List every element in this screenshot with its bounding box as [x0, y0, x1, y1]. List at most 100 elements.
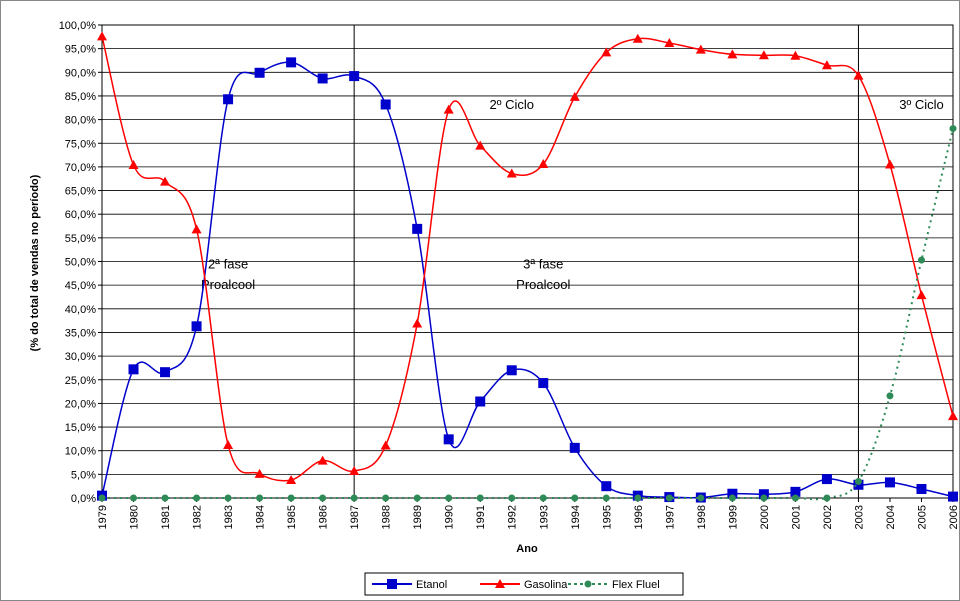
- x-tick-label: 1992: [507, 505, 519, 529]
- data-point: [286, 475, 297, 485]
- data-point: [350, 494, 358, 502]
- data-point: [443, 434, 454, 445]
- y-tick-label: 0,0%: [71, 493, 96, 505]
- phase-annotation: Proalcool: [516, 277, 570, 292]
- y-axis-title: (% do total de vendas no período): [29, 174, 41, 351]
- y-tick-label: 5,0%: [71, 469, 96, 481]
- y-tick-label: 90,0%: [65, 67, 96, 79]
- data-point: [727, 49, 738, 59]
- x-tick-label: 1984: [255, 505, 267, 529]
- plot-area: 0,0% 5,0% 10,0% 15,0% 20,0% 25,0% 30,0% 35,0% 40…: [59, 20, 960, 529]
- data-point: [632, 33, 643, 43]
- data-point: [884, 477, 895, 488]
- data-point: [128, 364, 139, 375]
- data-point: [884, 159, 895, 169]
- data-point: [382, 494, 390, 502]
- data-point: [443, 104, 454, 114]
- data-point: [948, 411, 958, 421]
- y-tick-label: 35,0%: [65, 327, 96, 339]
- data-point: [128, 160, 139, 170]
- y-tick-label: 55,0%: [65, 233, 96, 245]
- y-tick-label: 80,0%: [65, 115, 96, 127]
- data-point: [854, 477, 862, 485]
- data-point: [695, 44, 706, 54]
- legend-swatch-marker: [584, 580, 592, 588]
- data-point: [287, 494, 295, 502]
- x-tick-label: 1993: [538, 505, 550, 529]
- legend-label: Gasolina: [524, 579, 568, 591]
- x-tick-label: 1988: [381, 505, 393, 529]
- data-point: [949, 125, 957, 133]
- data-point: [254, 468, 265, 478]
- x-tick-label: 2006: [948, 505, 960, 529]
- x-tick-label: 1981: [160, 505, 172, 529]
- data-point: [790, 50, 801, 60]
- data-point: [380, 99, 391, 110]
- data-point: [506, 168, 517, 178]
- y-tick-label: 10,0%: [65, 446, 96, 458]
- x-tick-label: 2001: [790, 505, 802, 529]
- x-tick-label: 2003: [853, 505, 865, 529]
- data-point: [223, 440, 234, 450]
- x-tick-label: 1996: [633, 505, 645, 529]
- x-tick-label: 2005: [916, 505, 928, 529]
- phase-annotation: 2º Ciclo: [489, 97, 533, 112]
- data-point: [538, 159, 549, 169]
- x-tick-label: 1997: [664, 505, 676, 529]
- legend: Etanol Gasolina Flex Fluel: [364, 572, 684, 596]
- y-tick-label: 70,0%: [65, 162, 96, 174]
- data-point: [286, 57, 297, 68]
- x-tick-label: 1999: [727, 505, 739, 529]
- data-point: [412, 223, 423, 234]
- x-tick-label: 1998: [696, 505, 708, 529]
- phase-annotation: Proalcool: [201, 277, 255, 292]
- y-tick-label: 60,0%: [65, 209, 96, 221]
- legend-label: Flex Fluel: [612, 579, 660, 591]
- data-point: [413, 494, 421, 502]
- data-point: [349, 71, 360, 82]
- x-tick-label: 1986: [318, 505, 330, 529]
- data-point: [758, 489, 769, 500]
- data-point: [634, 494, 642, 502]
- y-tick-label: 20,0%: [65, 398, 96, 410]
- data-point: [475, 396, 486, 407]
- data-point: [571, 494, 579, 502]
- data-point: [917, 256, 925, 264]
- x-tick-label: 1987: [349, 505, 361, 529]
- data-point: [445, 494, 453, 502]
- x-tick-label: 1990: [444, 505, 456, 529]
- data-point: [602, 494, 610, 502]
- y-tick-label: 50,0%: [65, 257, 96, 269]
- y-tick-label: 100,0%: [59, 20, 97, 32]
- series-flex-fluel: [98, 125, 957, 502]
- data-point: [476, 494, 484, 502]
- data-point: [664, 37, 675, 47]
- data-point: [506, 365, 517, 376]
- x-tick-label: 1995: [601, 505, 613, 529]
- x-tick-label: 2004: [885, 505, 897, 529]
- data-point: [727, 488, 738, 499]
- data-point: [823, 494, 831, 502]
- y-tick-label: 30,0%: [65, 351, 96, 363]
- x-tick-label: 1989: [412, 505, 424, 529]
- series-gasolina: [97, 31, 958, 485]
- data-point: [317, 455, 328, 465]
- legend-swatch-marker: [495, 579, 505, 588]
- x-axis-title: Ano: [516, 543, 538, 555]
- data-point: [161, 494, 169, 502]
- legend-swatch-marker: [387, 579, 397, 589]
- data-point: [538, 378, 549, 389]
- data-point: [601, 47, 612, 57]
- data-point: [791, 494, 799, 502]
- data-point: [191, 321, 202, 332]
- data-point: [569, 91, 580, 101]
- data-point: [758, 50, 769, 60]
- data-point: [224, 494, 232, 502]
- y-tick-label: 75,0%: [65, 138, 96, 150]
- data-point: [256, 494, 264, 502]
- data-point: [98, 494, 106, 502]
- y-tick-label: 15,0%: [65, 422, 96, 434]
- data-point: [697, 494, 705, 502]
- data-point: [948, 491, 958, 502]
